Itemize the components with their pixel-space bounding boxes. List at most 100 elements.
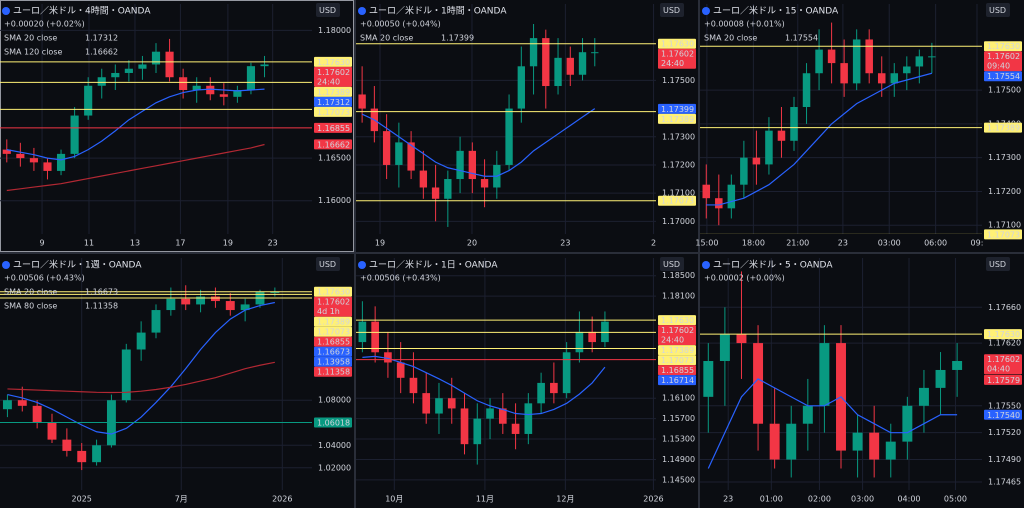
price-tag (984, 354, 1022, 375)
candle-body (395, 142, 403, 165)
candle-body (473, 418, 482, 445)
candle-body (56, 153, 66, 171)
price-change: +0.00008 (+0.01%) (704, 20, 785, 29)
candle-body (511, 423, 520, 434)
x-tick-label: 23 (723, 495, 733, 504)
candle-body (952, 361, 963, 370)
price-tag (658, 48, 696, 69)
price-tag (984, 374, 1022, 385)
x-tick-label: 13 (130, 239, 140, 248)
plot (0, 258, 312, 490)
price-tag-label: 1.17399 (661, 105, 694, 114)
candle-body (902, 405, 913, 442)
sma-line (7, 301, 275, 435)
candle-body (2, 400, 12, 410)
y-tick-label: 1.17300 (988, 153, 1021, 162)
price-tag (658, 365, 696, 376)
y-tick-label: 1.17550 (988, 401, 1021, 410)
price-tag-label: 1.17630 (987, 330, 1020, 339)
price-tag-countdown: 4d 1h (317, 307, 340, 316)
candle-body (498, 408, 507, 424)
currency: USD (319, 6, 336, 15)
candle-body (456, 150, 464, 180)
y-tick-label: 1.17490 (988, 455, 1021, 464)
price-tag (314, 296, 352, 317)
y-tick-label: 1.17500 (988, 86, 1021, 95)
x-tick-label: 7月 (175, 495, 188, 504)
candle-body (166, 298, 176, 311)
x-tick-label: 21:00 (786, 239, 809, 248)
price-tag (984, 229, 1022, 240)
chart-title: ユーロ／米ドル・5・OANDA (713, 259, 833, 271)
candle-body (524, 403, 533, 434)
indicator-value: 1.17554 (785, 34, 818, 43)
x-tick-label: 23 (268, 239, 278, 248)
x-tick-label: 03:00 (851, 495, 874, 504)
y-tick-label: 1.15300 (662, 435, 695, 444)
candle-body (702, 184, 711, 199)
x-tick-label: 20 (467, 239, 477, 248)
candle-body (765, 130, 773, 165)
price-tag (658, 325, 696, 346)
candle-body (852, 432, 863, 451)
price-tag (314, 356, 352, 367)
price-tag-label: 1.17602 (317, 68, 350, 77)
candle-body (219, 94, 228, 97)
indicator-value: 1.16662 (85, 48, 118, 57)
price-tag-label: 1.17579 (987, 376, 1020, 385)
price-tag (658, 113, 696, 124)
candle-body (542, 38, 550, 87)
currency: USD (663, 260, 680, 269)
price-tag (984, 41, 1022, 52)
price-tag-countdown: 24:40 (317, 77, 340, 86)
price-tag (984, 122, 1022, 133)
candle-body (827, 49, 836, 64)
indicator-name: SMA 120 close (4, 48, 62, 57)
price-tag (314, 96, 352, 107)
candle-body (529, 38, 538, 67)
indicator-name: SMA 20 close (360, 34, 413, 43)
indicator-value: 1.17399 (441, 34, 474, 43)
currency: USD (989, 6, 1006, 15)
candle-body (550, 382, 558, 394)
price-tag-label: 1.17602 (661, 326, 694, 335)
candle-body (802, 405, 813, 424)
sma-line (361, 108, 596, 177)
x-tick-label: 06:00 (924, 239, 947, 248)
candle-body (233, 90, 242, 97)
symbol-icon (358, 261, 366, 269)
candle-body (225, 301, 235, 311)
price-tag (314, 346, 352, 357)
price-tag-label: 1.17389 (661, 115, 694, 124)
x-tick-label: 9 (40, 239, 45, 248)
candle-body (903, 66, 911, 74)
y-tick-label: 1.16500 (318, 154, 351, 163)
x-tick-label: 12月 (556, 495, 574, 504)
price-tag-label: 1.17554 (987, 72, 1020, 81)
candle-body (591, 52, 599, 54)
plot (356, 4, 656, 234)
candle-body (447, 398, 456, 409)
candle-body (111, 72, 120, 78)
y-tick-label: 1.17100 (988, 221, 1021, 230)
candle-body (575, 331, 584, 353)
candle-body (206, 85, 215, 95)
x-tick-label: 19 (375, 239, 385, 248)
candle-body (246, 66, 256, 91)
candle-body (17, 400, 27, 406)
symbol-icon (702, 7, 710, 15)
candle-body (396, 362, 405, 378)
candle-body (578, 52, 587, 75)
y-tick-label: 1.02000 (318, 463, 351, 472)
candle-body (935, 369, 946, 388)
price-tag (314, 122, 352, 133)
candle-body (358, 321, 367, 343)
x-tick-label: 2 (651, 239, 656, 248)
candle-body (29, 158, 38, 163)
price-tag-label: 1.17389 (987, 124, 1020, 133)
x-tick-label: 2026 (643, 495, 663, 504)
candle-body (517, 66, 525, 109)
price-tag (314, 286, 352, 297)
